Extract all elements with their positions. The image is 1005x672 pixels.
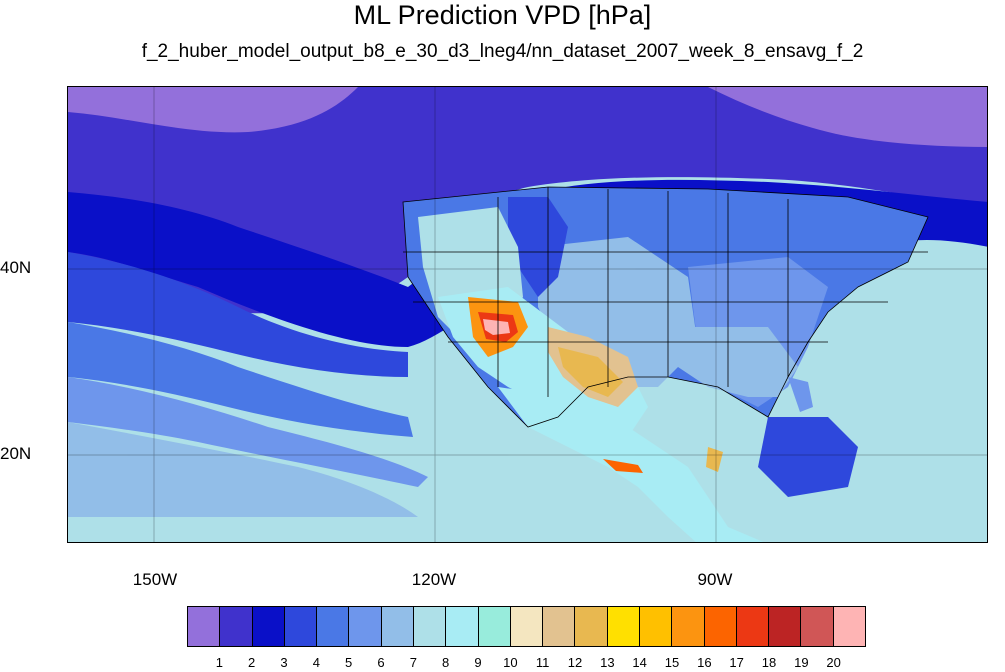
colorbar-box-4	[317, 607, 350, 646]
colorbar-label: 12	[567, 655, 583, 670]
colorbar-box-12	[575, 607, 608, 646]
colorbar-box-17	[736, 607, 770, 646]
colorbar-label: 19	[794, 655, 809, 670]
graticule	[68, 87, 987, 542]
colorbar-box-20	[833, 607, 865, 646]
colorbar-box-13	[607, 607, 640, 646]
colorbar-label: 10	[503, 655, 518, 670]
southeast-us	[678, 327, 798, 397]
colorbar-label: 17	[729, 655, 744, 670]
vpd-contour-map	[68, 87, 987, 542]
colorbar	[187, 606, 866, 647]
sw-hot-core	[483, 319, 510, 335]
colorbar-box-19	[801, 607, 834, 646]
colorbar-box-11	[543, 607, 576, 646]
colorbar-label: 5	[345, 655, 353, 670]
colorbar-box-5	[349, 607, 382, 646]
mid-blue-band	[68, 252, 408, 377]
colorbar-label: 15	[664, 655, 680, 670]
colorbar-box-8	[446, 607, 479, 646]
map-title: ML Prediction VPD [hPa]	[353, 0, 652, 30]
florida	[788, 377, 813, 412]
blue-band-2	[68, 322, 413, 437]
colorbar-label: 4	[312, 655, 320, 670]
map-panel	[67, 86, 988, 543]
map-subtitle: f_2_huber_model_output_b8_e_30_d3_lneg4/…	[141, 41, 864, 62]
colorbar-box-15	[672, 607, 705, 646]
lon-label-150w: 150W	[132, 570, 178, 589]
nw-violet-cap	[68, 87, 358, 133]
colorbar-label: 2	[248, 655, 256, 670]
mexico-gold	[558, 347, 623, 397]
sky-blue-band	[68, 422, 418, 517]
colorbar-box-3	[284, 607, 318, 646]
colorbar-box-1	[220, 607, 253, 646]
colorbar-box-2	[252, 607, 285, 646]
colorbar-label: 7	[409, 655, 417, 670]
colorbar-box-14	[639, 607, 673, 646]
colorbar-label: 6	[377, 655, 385, 670]
lon-label-120w: 120W	[411, 570, 457, 589]
colorbar-box-7	[413, 607, 447, 646]
colorbar-label: 1	[215, 655, 223, 670]
rockies	[508, 197, 568, 297]
colorbar-label: 16	[697, 655, 712, 670]
colorbar-label: 18	[761, 655, 777, 670]
lat-label-20n: 20N	[0, 444, 32, 463]
light-blue-band	[68, 377, 428, 487]
colorbar-label: 13	[600, 655, 615, 670]
us-borders	[402, 186, 929, 428]
lon-label-90w: 90W	[697, 570, 733, 589]
colorbar-label: 8	[442, 655, 450, 670]
colorbar-label: 9	[474, 655, 482, 670]
central-am-hot	[603, 459, 643, 473]
lat-label-40n: 40N	[0, 258, 32, 277]
colorbar-box-9	[478, 607, 511, 646]
colorbar-box-0	[188, 607, 221, 646]
colorbar-label: 20	[826, 655, 841, 670]
colorbar-label: 11	[535, 655, 550, 670]
colorbar-label: 14	[632, 655, 647, 670]
ne-violet-cap	[708, 87, 987, 147]
colorbar-box-18	[769, 607, 802, 646]
yucatan-gold	[706, 447, 723, 472]
colorbar-box-6	[381, 607, 414, 646]
colorbar-label: 3	[280, 655, 288, 670]
colorbar-box-16	[704, 607, 737, 646]
colorbar-box-10	[510, 607, 544, 646]
caribbean-deep	[758, 417, 858, 497]
